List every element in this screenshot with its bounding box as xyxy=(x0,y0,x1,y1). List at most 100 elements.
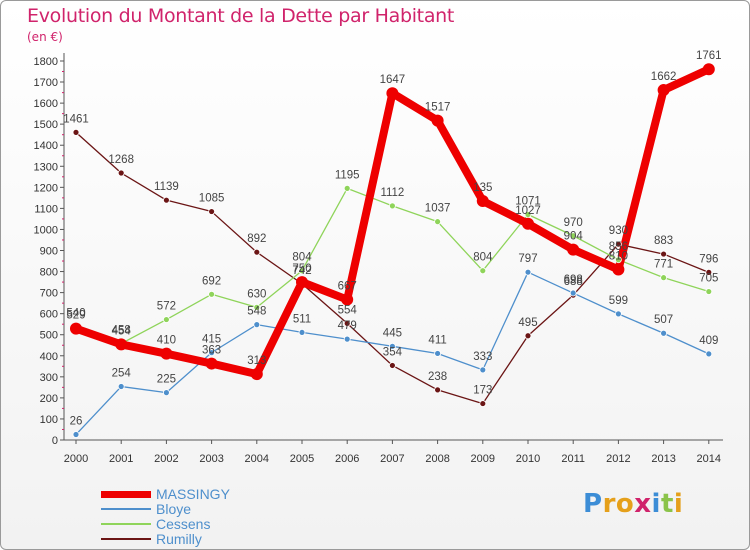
data-point-massingy xyxy=(612,263,625,276)
data-point-rumilly xyxy=(343,319,351,327)
x-tick-label: 2014 xyxy=(697,453,721,465)
data-point-cessens xyxy=(660,274,667,282)
data-label-bloye: 333 xyxy=(473,351,492,363)
y-tick-label: 900 xyxy=(40,246,58,258)
data-point-bloye xyxy=(253,321,261,329)
data-label-rumilly: 1139 xyxy=(154,181,179,193)
x-tick-label: 2007 xyxy=(380,453,404,465)
data-label-rumilly: 354 xyxy=(383,346,403,358)
data-point-bloye xyxy=(343,335,351,343)
y-tick-label: 1300 xyxy=(34,161,58,173)
x-tick-label: 2013 xyxy=(651,453,675,465)
data-label-cessens: 970 xyxy=(564,217,583,229)
data-label-rumilly: 892 xyxy=(247,233,266,245)
data-point-massingy xyxy=(296,276,308,289)
data-point-bloye xyxy=(569,289,577,297)
data-point-rumilly xyxy=(660,250,667,258)
data-label-massingy: 1662 xyxy=(651,71,677,83)
y-tick-label: 400 xyxy=(40,351,58,363)
data-label-cessens: 458 xyxy=(112,325,131,337)
data-label-massingy: 454 xyxy=(112,325,132,337)
data-point-rumilly xyxy=(705,268,713,276)
data-label-bloye: 225 xyxy=(157,374,176,386)
legend-item-cessens: Cessens xyxy=(101,516,361,532)
y-tick-label: 0 xyxy=(52,435,58,447)
data-point-cessens xyxy=(162,316,170,323)
data-point-bloye xyxy=(298,329,306,336)
data-label-cessens: 630 xyxy=(247,288,266,300)
data-label-bloye: 479 xyxy=(338,320,357,332)
x-tick-label: 2004 xyxy=(245,453,269,465)
chart-subtitle: (en €) xyxy=(27,30,63,44)
data-label-cessens: 1037 xyxy=(425,203,451,215)
data-label-cessens: 1195 xyxy=(335,169,360,181)
data-label-bloye: 445 xyxy=(383,327,402,339)
y-tick-label: 1200 xyxy=(34,182,58,194)
data-label-bloye: 698 xyxy=(564,274,583,286)
data-label-rumilly: 930 xyxy=(609,225,628,237)
data-label-cessens: 1112 xyxy=(380,187,404,199)
y-tick-label: 1400 xyxy=(34,140,58,152)
legend-item-bloye: Bloye xyxy=(101,501,361,517)
data-point-rumilly xyxy=(388,362,396,369)
data-point-massingy xyxy=(205,357,218,370)
data-label-rumilly: 495 xyxy=(518,317,537,329)
y-tick-label: 1500 xyxy=(34,119,58,131)
data-label-rumilly: 688 xyxy=(564,276,583,288)
x-tick-label: 2009 xyxy=(471,453,495,465)
data-label-bloye: 415 xyxy=(202,334,221,346)
proxiti-logo: Proxiti xyxy=(583,489,684,519)
data-label-cessens: 572 xyxy=(157,301,176,313)
data-point-massingy xyxy=(70,322,82,335)
data-point-massingy xyxy=(341,293,354,306)
chart-legend: MASSINGY Bloye Cessens Rumilly xyxy=(101,486,361,547)
data-point-bloye xyxy=(615,310,622,318)
data-label-rumilly: 742 xyxy=(292,265,311,277)
legend-item-rumilly: Rumilly xyxy=(101,531,361,547)
y-tick-label: 200 xyxy=(40,393,58,405)
data-point-rumilly xyxy=(162,196,170,204)
data-label-cessens: 705 xyxy=(699,273,718,285)
x-tick-label: 2005 xyxy=(290,453,314,465)
legend-label-bloye: Bloye xyxy=(156,501,192,517)
x-tick-label: 2011 xyxy=(561,453,585,465)
x-tick-label: 2002 xyxy=(154,453,178,465)
data-label-rumilly: 1268 xyxy=(108,154,134,166)
data-label-massingy: 667 xyxy=(338,281,357,293)
data-label-massingy: 1027 xyxy=(515,205,541,217)
data-point-rumilly xyxy=(524,332,532,340)
data-point-rumilly xyxy=(253,248,261,256)
data-point-massingy xyxy=(250,368,263,381)
data-point-rumilly xyxy=(72,128,80,136)
legend-label-rumilly: Rumilly xyxy=(156,531,202,547)
data-label-bloye: 599 xyxy=(609,295,628,307)
data-point-cessens xyxy=(479,267,487,275)
data-label-massingy: 1647 xyxy=(380,74,406,86)
legend-label-cessens: Cessens xyxy=(156,516,211,532)
data-label-cessens: 692 xyxy=(202,275,221,287)
data-label-rumilly: 238 xyxy=(428,371,447,383)
data-label-rumilly: 883 xyxy=(654,235,673,247)
data-point-bloye xyxy=(208,349,216,357)
data-label-bloye: 411 xyxy=(428,334,446,346)
data-label-bloye: 507 xyxy=(654,314,673,326)
data-label-massingy: 410 xyxy=(157,335,176,347)
data-label-massingy: 1517 xyxy=(425,102,451,114)
data-label-bloye: 26 xyxy=(70,416,83,428)
x-tick-label: 2008 xyxy=(425,453,449,465)
data-point-bloye xyxy=(705,350,713,358)
data-label-massingy: 810 xyxy=(609,250,628,262)
data-point-rumilly xyxy=(117,169,125,177)
data-point-bloye xyxy=(660,329,667,337)
data-point-massingy xyxy=(431,114,444,127)
y-tick-label: 1000 xyxy=(34,224,58,236)
data-label-massingy: 135 xyxy=(473,182,492,194)
x-tick-label: 2006 xyxy=(335,453,359,465)
x-tick-label: 2012 xyxy=(606,453,630,465)
data-point-cessens xyxy=(388,202,396,210)
data-point-cessens xyxy=(569,232,577,240)
legend-item-massingy: MASSINGY xyxy=(101,486,361,502)
data-point-massingy xyxy=(115,338,128,351)
data-label-rumilly: 796 xyxy=(699,253,718,265)
